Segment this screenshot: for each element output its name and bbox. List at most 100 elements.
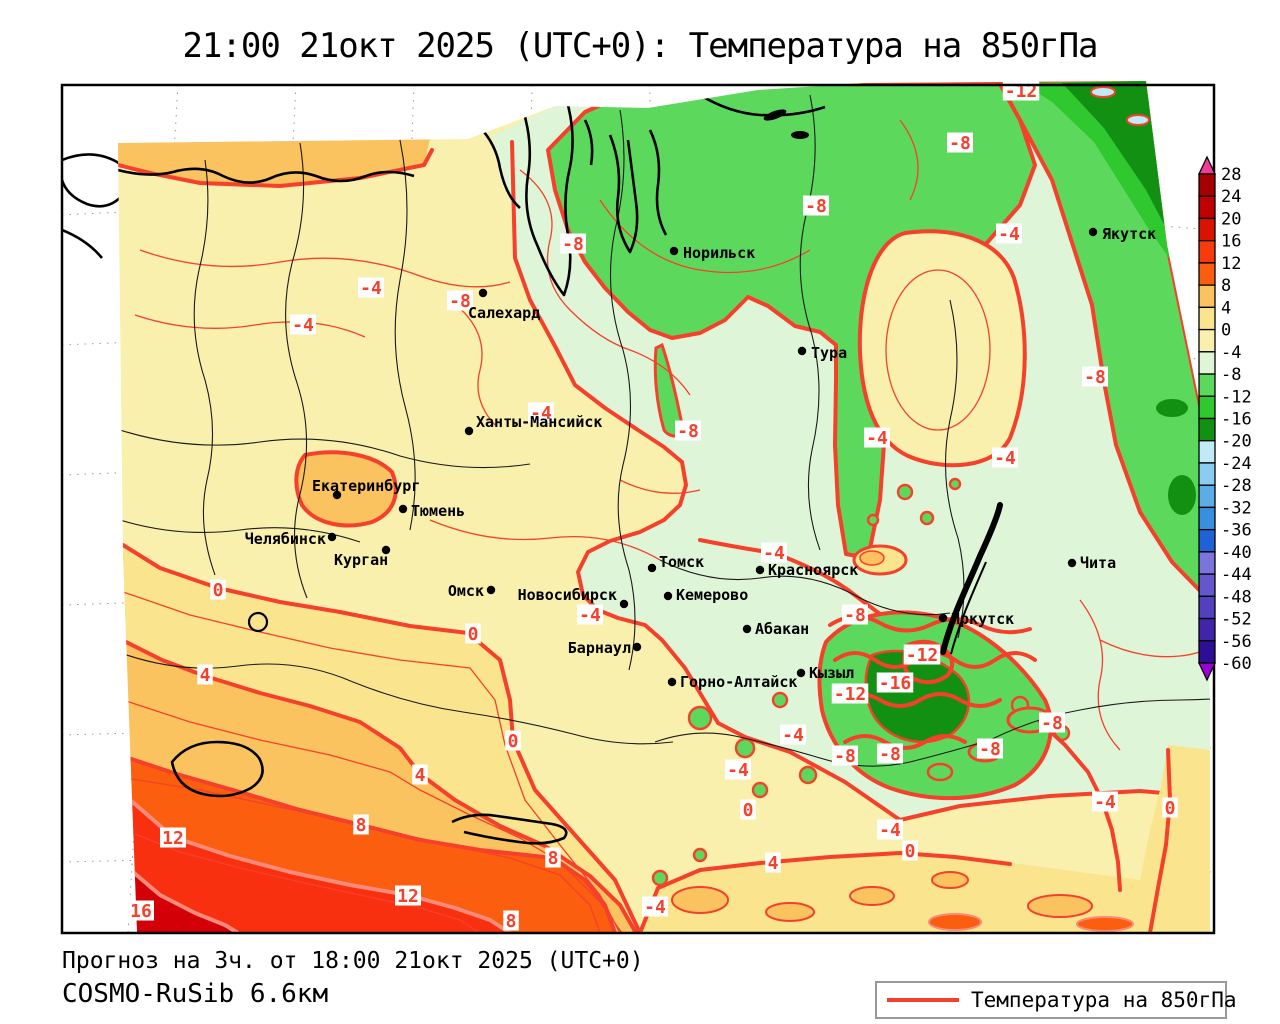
- dark-green-patch: [1156, 399, 1188, 417]
- city-dot: [465, 427, 473, 435]
- contour-label: 16: [130, 901, 152, 922]
- city-label: Томск: [659, 553, 704, 571]
- contour-label: 8: [356, 815, 367, 836]
- colorbar-tick: -36: [1221, 521, 1252, 541]
- colorbar-tick: -40: [1221, 543, 1252, 563]
- contour-label: 8: [506, 911, 517, 932]
- city-label: Чита: [1080, 554, 1116, 572]
- colorbar-tick: -56: [1221, 632, 1252, 652]
- colorbar-band: [1199, 218, 1215, 240]
- colorbar-band: [1199, 485, 1215, 507]
- city-dot: [1089, 228, 1097, 236]
- weather-map-page: 21:00 21окт 2025 (UTC+0): Температура на…: [0, 0, 1280, 1024]
- city-dot: [633, 643, 641, 651]
- colorbar-above-max-arrow: [1199, 157, 1215, 174]
- contour-label: -8: [834, 746, 856, 767]
- colorbar-band: [1199, 596, 1215, 618]
- city-label: Курган: [334, 551, 388, 569]
- city-label: Абакан: [755, 620, 809, 638]
- contour-label: 0: [743, 800, 754, 821]
- colorbar-tick: -28: [1221, 476, 1252, 496]
- weather-map: -8-4-4-8-4-8-8-8-12-4-8-4-4-4-4-8-12-16-…: [0, 0, 1280, 1024]
- contour-label: 12: [397, 886, 419, 907]
- cold-lake-patch: [1091, 87, 1115, 97]
- contour-label: 0: [468, 624, 479, 645]
- contour-label: -8: [562, 234, 584, 255]
- colorbar-tick: 0: [1221, 321, 1231, 341]
- colorbar-tick: -48: [1221, 587, 1252, 607]
- contour-label: -8: [805, 196, 827, 217]
- colorbar-tick: -24: [1221, 454, 1252, 474]
- colorbar-tick: 4: [1221, 298, 1231, 318]
- colorbar-tick: -60: [1221, 654, 1252, 674]
- city-label: Кызыл: [809, 664, 854, 682]
- colorbar-band: [1199, 263, 1215, 285]
- colorbar-band: [1199, 441, 1215, 463]
- city-label: Салехард: [468, 304, 540, 322]
- legend-label: Температура на 850гПа: [971, 988, 1237, 1012]
- city-dot: [939, 614, 947, 622]
- colorbar-tick: 12: [1221, 254, 1241, 274]
- contour-label: -12: [906, 645, 939, 666]
- contour-label: -4: [998, 224, 1020, 245]
- colorbar-tick: -8: [1221, 365, 1241, 385]
- city-dot: [797, 669, 805, 677]
- city-label: Челябинск: [245, 530, 326, 548]
- contour-label: -8: [844, 605, 866, 626]
- contour-label: 0: [905, 841, 916, 862]
- colorbar-band: [1199, 419, 1215, 441]
- city-dot: [743, 625, 751, 633]
- colorbar-tick: 16: [1221, 232, 1241, 252]
- colorbar-band: [1199, 241, 1215, 263]
- colorbar-band: [1199, 463, 1215, 485]
- colorbar-band: [1199, 374, 1215, 396]
- colorbar-band: [1199, 196, 1215, 218]
- se-cold-blob: [928, 764, 952, 780]
- colorbar: 2824201612840-4-8-12-16-20-24-28-32-36-4…: [1199, 157, 1252, 680]
- city-dot: [399, 505, 407, 513]
- colorbar-band: [1199, 352, 1215, 374]
- city-dot: [1068, 559, 1076, 567]
- cold-lake-patch: [1127, 115, 1149, 125]
- contour-label: -8: [979, 739, 1001, 760]
- contour-label: 0: [213, 580, 224, 601]
- contour-label: -4: [360, 278, 382, 299]
- colorbar-tick: -20: [1221, 432, 1252, 452]
- contour-label: -12: [834, 684, 867, 705]
- colorbar-band: [1199, 507, 1215, 529]
- colorbar-band: [1199, 619, 1215, 641]
- contour-label: -16: [879, 673, 912, 694]
- city-label: Норильск: [683, 244, 755, 262]
- colorbar-tick: 8: [1221, 276, 1231, 296]
- city-dot: [798, 347, 806, 355]
- city-label: Горно-Алтайск: [680, 673, 797, 691]
- city-dot: [668, 678, 676, 686]
- contour-label: -8: [949, 133, 971, 154]
- model-info: COSMO-RuSib 6.6км: [62, 979, 328, 1009]
- city-dot: [648, 564, 656, 572]
- colorbar-tick: -4: [1221, 343, 1241, 363]
- city-label: Тура: [811, 344, 847, 362]
- city-label: Иркутск: [951, 610, 1014, 628]
- contour-label: 12: [162, 828, 184, 849]
- city-label: Новосибирск: [518, 586, 617, 604]
- city-label: Красноярск: [768, 561, 858, 579]
- contour-label: -4: [879, 820, 901, 841]
- contour-label: -8: [1041, 713, 1063, 734]
- colorbar-tick: -44: [1221, 565, 1252, 585]
- contour-label: -8: [677, 421, 699, 442]
- colorbar-band: [1199, 285, 1215, 307]
- contour-label: -8: [879, 744, 901, 765]
- city-label: Барнаул: [568, 639, 631, 657]
- contour-label: 4: [768, 853, 779, 874]
- city-dot: [670, 247, 678, 255]
- contour-label: -4: [866, 428, 888, 449]
- contour-label: -4: [727, 760, 749, 781]
- colorbar-band: [1199, 641, 1215, 663]
- contour-label: 0: [1165, 798, 1176, 819]
- contour-label: -8: [1084, 367, 1106, 388]
- contour-label: -4: [579, 605, 601, 626]
- colorbar-tick: 28: [1221, 165, 1241, 185]
- contour-label: -4: [782, 725, 804, 746]
- city-label: Екатеринбург: [312, 477, 420, 495]
